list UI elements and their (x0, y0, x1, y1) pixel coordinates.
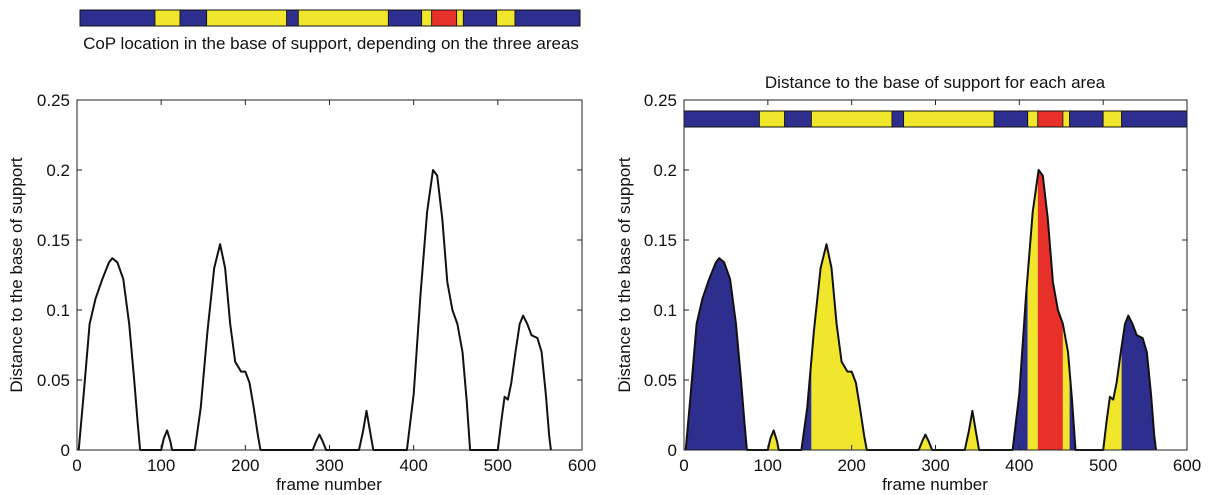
area-fill-mid (1103, 346, 1122, 450)
y-axis-label-left: Distance to the base of support (7, 157, 26, 393)
left-x-tick-label: 200 (231, 456, 259, 475)
top-bar-segment (286, 9, 299, 27)
right-x-tick-label: 400 (1005, 456, 1033, 475)
right-x-tick-label: 300 (921, 456, 949, 475)
left-y-tick-label: 0 (61, 441, 70, 460)
top-bar-segment (456, 9, 464, 27)
right-y-tick-label: 0.1 (653, 301, 677, 320)
inset-bar-segment (759, 110, 786, 128)
top-bar-segment (154, 9, 181, 27)
top-bar-segment (514, 9, 581, 27)
left-y-tick-label: 0.2 (46, 161, 70, 180)
series-line-right (684, 169, 1157, 451)
top-bar-segment (387, 9, 423, 27)
right-x-tick-label: 600 (1173, 456, 1201, 475)
top-bar-segment (462, 9, 498, 27)
top-bar-outline (79, 9, 581, 27)
area-fill-low (684, 258, 760, 450)
inset-bar-segment (1062, 110, 1071, 128)
inset-bar-segment (811, 110, 893, 128)
right-x-tick-label: 100 (754, 456, 782, 475)
left-y-tick-label: 0.15 (37, 231, 70, 250)
chart-left: 0 100 200 300 400 500 600 0 0.05 0.1 0.15 0.2 0.25 f… (7, 91, 596, 494)
left-x-tick-label: 600 (568, 456, 596, 475)
area-fill-low (994, 275, 1028, 450)
inset-bar-segment (683, 110, 760, 128)
inset-bar-segment (1102, 110, 1123, 128)
inset-bar-segment (784, 110, 812, 128)
inset-bar-segment (993, 110, 1029, 128)
left-x-tick-label: 300 (315, 456, 343, 475)
top-bar-segment (431, 9, 458, 27)
top-bar-segment (79, 9, 156, 27)
chart-title-right: Distance to the base of support for each… (765, 73, 1106, 92)
right-y-tick-label: 0.05 (644, 371, 677, 390)
left-y-tick-label: 0.1 (46, 301, 70, 320)
top-bar-segment (206, 9, 288, 27)
series-line-left (77, 169, 552, 451)
right-x-tick-label: 500 (1089, 456, 1117, 475)
inset-bar-segment (903, 110, 995, 128)
inset-bar-segment (1027, 110, 1039, 128)
top-area-bar (79, 9, 581, 27)
top-bar-segment (297, 9, 389, 27)
left-y-tick-label: 0.25 (37, 91, 70, 110)
top-bar-segment (179, 9, 208, 27)
inset-bar-segment (1069, 110, 1104, 128)
top-bar-segment (496, 9, 516, 27)
y-axis-label-right: Distance to the base of support (615, 157, 634, 393)
area-fill-low (1069, 371, 1104, 450)
right-y-tick-label: 0.15 (644, 231, 677, 250)
chart-right: 0 100 200 300 400 500 600 0 0.05 0.1 0.15 0.2 0.25 D… (615, 73, 1201, 494)
top-bar-segment (421, 9, 433, 27)
top-bar-caption: CoP location in the base of support, dep… (83, 34, 579, 53)
left-y-tick-label: 0.05 (37, 371, 70, 390)
right-x-tick-label: 200 (837, 456, 865, 475)
right-y-tick-label: 0.25 (644, 91, 677, 110)
area-fill-mid (811, 244, 892, 450)
x-axis-label-right: frame number (882, 475, 988, 494)
area-fill-mid (903, 410, 995, 450)
left-x-tick-label: 500 (484, 456, 512, 475)
left-x-tick-label: 400 (399, 456, 427, 475)
inset-bar-segment (1037, 110, 1064, 128)
x-axis-label-left: frame number (276, 475, 382, 494)
right-x-tick-label: 0 (679, 456, 688, 475)
inset-bar-segment (1121, 110, 1188, 128)
left-x-tick-label: 100 (147, 456, 175, 475)
right-y-tick-label: 0 (668, 441, 677, 460)
area-fill-mid (759, 430, 785, 450)
left-x-tick-label: 0 (72, 456, 81, 475)
area-fill-low (1121, 315, 1187, 450)
inset-bar-segment (891, 110, 905, 128)
right-y-tick-label: 0.2 (653, 161, 677, 180)
area-fill-high (1037, 170, 1063, 450)
